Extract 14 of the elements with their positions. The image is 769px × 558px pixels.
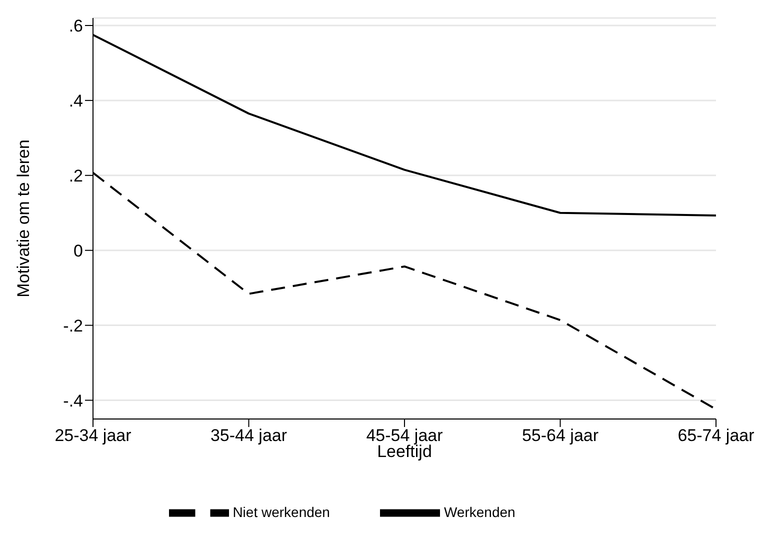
y-tick-label: .2 <box>68 166 83 186</box>
y-tick-label: -.4 <box>63 391 83 410</box>
y-tick-label: -.2 <box>63 316 83 336</box>
y-axis-title: Motivatie om te leren <box>14 140 34 298</box>
legend-label: Niet werkenden <box>232 504 330 520</box>
x-tick-label: 65-74 jaar <box>678 426 755 446</box>
y-tick-label: .4 <box>68 91 83 110</box>
y-tick-label: 0 <box>74 241 83 260</box>
x-tick-label: 55-64 jaar <box>522 426 599 446</box>
y-tick-label: .6 <box>68 16 83 36</box>
x-tick-label: 35-44 jaar <box>210 426 288 446</box>
x-tick-label: 45-54 jaar <box>366 426 444 446</box>
x-tick-label: 25-34 jaar <box>54 426 132 446</box>
legend-label: Werkenden <box>444 504 516 520</box>
